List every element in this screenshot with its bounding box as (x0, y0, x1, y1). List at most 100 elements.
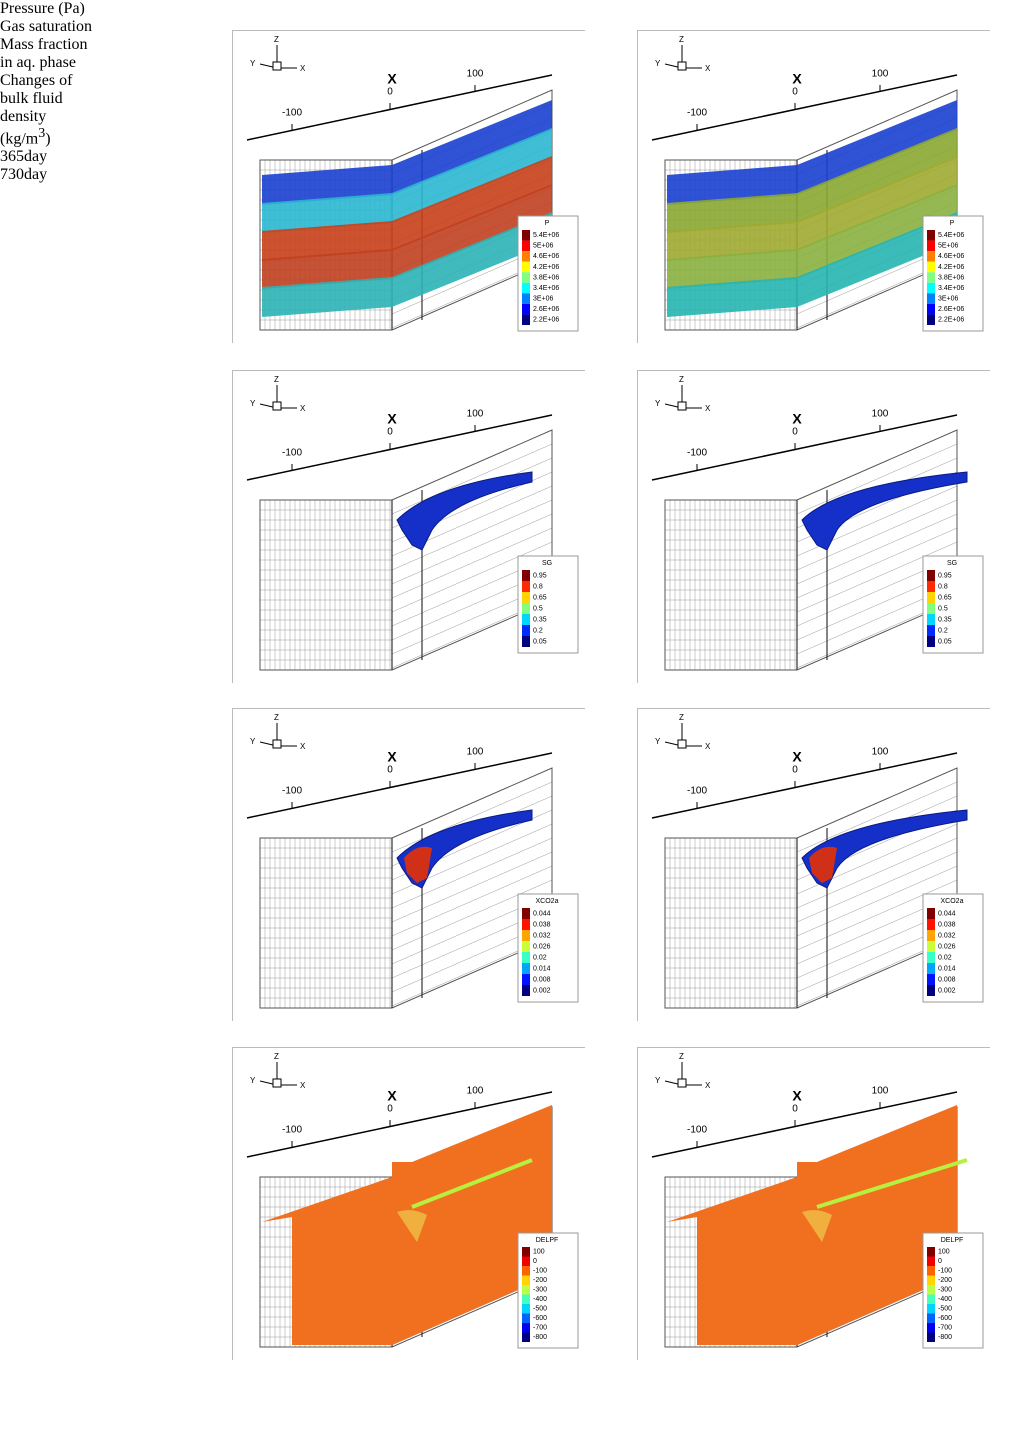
x-axis-title: X (387, 71, 397, 87)
legend-swatch (927, 908, 935, 919)
legend-swatch (522, 636, 530, 647)
legend-title: P (545, 220, 550, 227)
legend-label: -700 (938, 1325, 952, 1332)
legend-swatch (927, 919, 935, 930)
legend-swatch (522, 314, 530, 325)
triad-y: Y (250, 737, 256, 746)
grid-line (391, 879, 553, 951)
legend-swatch (522, 570, 530, 581)
legend-label: 0.026 (938, 943, 956, 950)
legend-label: 5E+06 (938, 243, 959, 250)
slab (262, 156, 552, 261)
legend-swatch (522, 303, 530, 315)
x-axis (651, 752, 958, 819)
legend-title: XCO2a (536, 898, 559, 905)
legend-label: 0.002 (938, 987, 956, 994)
x-axis-title: X (387, 749, 397, 765)
slab (667, 184, 957, 289)
triad-y: Y (655, 737, 661, 746)
legend-title: P (950, 220, 955, 227)
grid-line (391, 865, 553, 937)
triad-x: X (705, 1081, 711, 1090)
x-axis (246, 1091, 553, 1158)
legend-label: -400 (938, 1296, 952, 1303)
legend-swatch (927, 963, 935, 974)
legend-label: -100 (938, 1268, 952, 1275)
legend-swatch (927, 930, 935, 941)
triad-x: X (300, 64, 306, 73)
legend-title: SG (947, 560, 957, 567)
x-axis-title: X (387, 1088, 397, 1104)
row-label-line: Mass fraction (0, 36, 88, 53)
legend-swatch (522, 1285, 530, 1295)
legend-label: -600 (533, 1315, 547, 1322)
legend-swatch (522, 1304, 530, 1314)
grid-line (796, 781, 958, 853)
legend-swatch (522, 974, 530, 985)
plume (396, 471, 533, 551)
slab (262, 184, 552, 289)
plume (396, 809, 533, 889)
legend-swatch (927, 1304, 935, 1314)
triad-y: Y (655, 1076, 661, 1085)
triad-z: Z (274, 1052, 279, 1061)
legend-label: -800 (938, 1334, 952, 1341)
x-tick-label: 0 (792, 765, 798, 776)
x-tick-label: 0 (387, 765, 393, 776)
legend-label: 0.02 (533, 954, 547, 961)
grid-line (796, 527, 958, 599)
x-tick-label: 100 (467, 1086, 484, 1097)
legend-swatch (522, 251, 530, 262)
legend-swatch (522, 919, 530, 930)
legend-swatch (927, 603, 935, 614)
x-tick-label: 100 (872, 69, 889, 80)
panel: -100 0 100 X Z Y X SG 0.95 0.8 0.65 0.5 0.35 0.2 0.05 (637, 370, 990, 683)
slab (262, 100, 552, 205)
legend-swatch (927, 614, 935, 625)
legend-swatch (522, 952, 530, 963)
plume-core (404, 846, 432, 883)
legend-title: XCO2a (941, 898, 964, 905)
row-label-unit: (kg/m3) (0, 126, 1018, 148)
legend-swatch (927, 952, 935, 963)
x-axis (246, 74, 553, 141)
legend-label: 0.008 (533, 976, 551, 983)
legend-label: 100 (533, 1249, 545, 1256)
legend-label: 0.044 (533, 910, 551, 917)
legend-title: DELPF (941, 1237, 964, 1244)
legend-label: 4.6E+06 (533, 253, 559, 260)
legend-swatch (522, 1256, 530, 1266)
legend-label: 0.026 (533, 943, 551, 950)
density-streak (816, 1158, 968, 1209)
slab (667, 156, 957, 261)
row-label: Mass fraction in aq. phase (0, 36, 1018, 72)
legend-swatch (522, 230, 530, 241)
legend-swatch (927, 1275, 935, 1285)
legend-label: 5.4E+06 (533, 232, 559, 239)
legend-label: 4.6E+06 (938, 253, 964, 260)
x-tick-label: 100 (467, 409, 484, 420)
legend-swatch (522, 1313, 530, 1323)
legend-swatch (927, 974, 935, 985)
x-tick-label: -100 (282, 1125, 302, 1136)
x-axis (651, 414, 958, 481)
legend-swatch (927, 581, 935, 592)
legend-label: 0.008 (938, 976, 956, 983)
legend-swatch (522, 592, 530, 603)
legend-label: 0.65 (938, 594, 952, 601)
legend-label: 3.8E+06 (533, 274, 559, 281)
row-label-line: density (0, 108, 47, 125)
x-axis-title: X (792, 749, 802, 765)
column-label: 730day (0, 166, 48, 184)
legend-label: 0.02 (938, 954, 952, 961)
grid-line (796, 851, 958, 923)
legend-swatch (927, 1247, 935, 1257)
grid-line (796, 513, 958, 585)
unit-end: ) (45, 130, 51, 148)
legend-swatch (522, 985, 530, 996)
legend-swatch (522, 1266, 530, 1276)
legend-label: -500 (938, 1306, 952, 1313)
legend-label: 0.8 (938, 583, 948, 590)
legend-label: -100 (533, 1268, 547, 1275)
